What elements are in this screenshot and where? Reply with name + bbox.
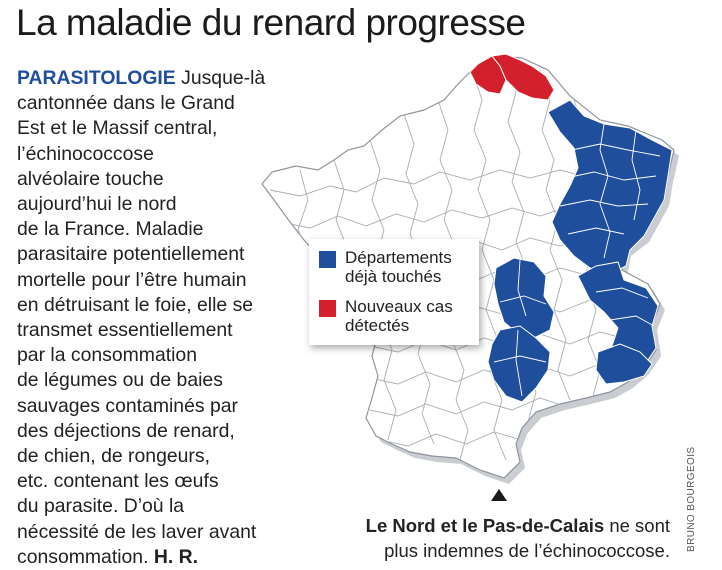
legend-label-new-cases: Nouveaux cas détectés	[345, 297, 453, 335]
article-line: aujourd’hui le nord	[17, 193, 177, 216]
region-massif-south	[487, 325, 551, 403]
article-line: sauvages contaminés par	[17, 394, 238, 417]
article-line: par la consommation	[17, 344, 197, 367]
article-line: transmet essentiellement	[17, 319, 233, 342]
departement-nord	[491, 53, 555, 101]
caption-line-2: plus indemnes de l’échinococcose.	[384, 540, 670, 561]
map-caption: Le Nord et le Pas-de-Calais ne sont plus…	[326, 513, 670, 563]
legend-swatch-new-cases	[319, 300, 336, 317]
map-legend: Départements déjà touchés Nouveaux cas d…	[309, 239, 479, 345]
article-line: alvéolaire touche	[17, 167, 164, 190]
article-line: cantonnée dans le Grand	[17, 92, 235, 115]
author-signature: H. R.	[153, 545, 199, 568]
headline: La maladie du renard progresse	[16, 2, 526, 43]
pointer-triangle-icon	[491, 489, 507, 501]
caption-text: ne sont	[609, 515, 670, 536]
article-line: des déjections de renard,	[17, 419, 235, 442]
affected-inner-borders	[493, 123, 661, 397]
region-massif-north	[493, 257, 555, 339]
article-line: de légumes ou de baies	[17, 369, 223, 392]
legend-item-affected: Départements déjà touchés	[319, 248, 465, 286]
article-line: l’échinococcose	[17, 142, 154, 165]
article-line: consommation.	[17, 545, 149, 568]
new-case-departements	[469, 53, 555, 101]
kicker: PARASITOLOGIE	[17, 67, 176, 89]
caption-bold: Le Nord et le Pas-de-Calais	[365, 515, 605, 536]
article-line: du parasite. D’où la	[17, 495, 185, 518]
article-body: PARASITOLOGIE Jusque-là cantonnée dans l…	[17, 66, 317, 570]
region-alps-south	[595, 343, 653, 385]
article-line: nécessité de les laver avant	[17, 520, 257, 543]
article-line: mortelle pour l’être humain	[17, 268, 247, 291]
photo-credit: BRUNO BOURGEOIS	[686, 446, 697, 552]
article-line: parasitaire potentiellement	[17, 243, 245, 266]
article-line: Jusque-là	[181, 67, 266, 89]
article-line: en détruisant le foie, elle se	[17, 293, 254, 316]
article-line: Est et le Massif central,	[17, 117, 218, 140]
article-line: de la France. Maladie	[17, 218, 204, 241]
legend-swatch-affected	[319, 251, 336, 268]
article-line: de chien, de rongeurs,	[17, 445, 210, 468]
legend-item-new-cases: Nouveaux cas détectés	[319, 297, 465, 335]
article-line: etc. contenant les œufs	[17, 470, 219, 493]
legend-label-affected: Départements déjà touchés	[345, 248, 452, 286]
